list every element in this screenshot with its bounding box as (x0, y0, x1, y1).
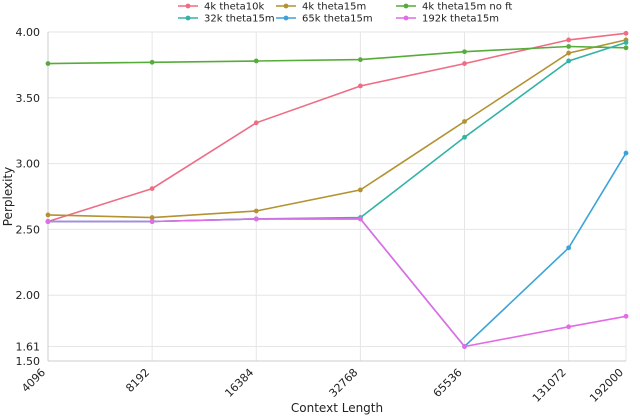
legend-label: 65k theta15m (302, 14, 373, 25)
data-point (45, 219, 51, 224)
data-point (253, 208, 259, 214)
x-tick-label: 16384 (222, 366, 256, 400)
series-layer (45, 30, 629, 349)
data-point (357, 187, 363, 193)
x-tick-label: 65536 (431, 366, 465, 400)
legend-swatch-marker (185, 15, 191, 21)
y-tick-label: 2.00 (16, 289, 41, 302)
axes: 1.501.61 2.00 2.50 3.00 3.50 4.00 4096 8192 1638… (16, 26, 627, 405)
legend-item: 192k theta15m (396, 14, 499, 25)
legend-label: 32k theta15m (204, 14, 275, 25)
data-point (462, 344, 467, 349)
data-point (566, 37, 572, 43)
series-line (47, 39, 627, 219)
legend-item: 4k theta10k (178, 2, 265, 13)
data-point (566, 50, 572, 56)
data-point (253, 120, 259, 126)
data-point (45, 61, 51, 66)
series-line (48, 218, 627, 348)
legend-label: 4k theta15m no ft (422, 2, 512, 13)
series-line (47, 32, 627, 223)
data-point (566, 324, 572, 330)
data-point (462, 61, 467, 66)
y-tick-label: 2.50 (16, 223, 41, 236)
data-point (357, 83, 363, 89)
y-tick-label: 3.50 (16, 92, 41, 105)
data-point (623, 40, 629, 45)
data-point (149, 215, 155, 220)
data-point (462, 49, 467, 55)
data-point (45, 212, 51, 218)
data-point (357, 216, 363, 222)
legend: 4k theta10k 4k theta15m 4k theta15m no ft 3… (178, 2, 512, 25)
legend-swatch-marker (403, 15, 409, 21)
legend-item: 4k theta15m (276, 2, 366, 13)
data-point (357, 57, 363, 63)
data-point (253, 216, 259, 222)
series-line (47, 45, 627, 65)
data-point (566, 58, 572, 64)
data-point (566, 245, 572, 251)
data-point (623, 313, 629, 319)
data-point (623, 150, 629, 156)
data-point (623, 30, 629, 36)
data-point (149, 186, 155, 192)
series-line (48, 152, 627, 348)
grid (47, 31, 627, 362)
data-point (566, 44, 572, 49)
legend-item: 65k theta15m (276, 14, 373, 25)
x-tick-label: 8192 (123, 366, 152, 395)
legend-swatch-marker (403, 3, 409, 9)
y-tick-label: 4.00 (16, 26, 41, 39)
data-point (149, 219, 155, 224)
y-axis-title: Perplexity (1, 167, 15, 227)
data-point (462, 134, 467, 140)
x-tick-label: 32768 (327, 366, 361, 400)
y-tick-label: 3.00 (16, 158, 41, 171)
y-tick-label: 1.50 (16, 355, 41, 368)
legend-label: 4k theta10k (204, 2, 265, 13)
data-point (253, 58, 259, 64)
data-point (149, 59, 155, 65)
x-tick-label: 192000 (587, 366, 626, 405)
legend-label: 192k theta15m (422, 14, 499, 25)
legend-swatch-marker (283, 15, 289, 21)
x-tick-label: 131072 (530, 366, 569, 405)
x-tick-label: 4096 (19, 366, 48, 395)
legend-swatch-marker (283, 3, 289, 9)
legend-label: 4k theta15m (302, 2, 366, 13)
data-point (623, 45, 629, 51)
legend-swatch-marker (185, 3, 191, 9)
legend-item: 32k theta15m (178, 14, 275, 25)
data-point (462, 119, 467, 124)
legend-item: 4k theta15m no ft (396, 2, 512, 13)
x-axis-title: Context Length (291, 401, 383, 415)
y-tick-label: 1.61 (16, 341, 41, 354)
